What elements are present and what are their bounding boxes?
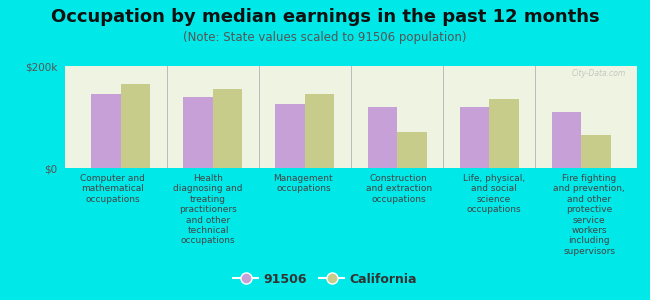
Text: Management
occupations: Management occupations	[274, 174, 333, 194]
Text: City-Data.com: City-Data.com	[571, 69, 625, 78]
Text: Health
diagnosing and
treating
practitioners
and other
technical
occupations: Health diagnosing and treating practitio…	[174, 174, 242, 245]
Bar	[183, 97, 213, 168]
Text: Life, physical,
and social
science
occupations: Life, physical, and social science occup…	[463, 174, 525, 214]
Bar	[213, 89, 242, 168]
Text: Occupation by median earnings in the past 12 months: Occupation by median earnings in the pas…	[51, 8, 599, 26]
Text: Construction
and extraction
occupations: Construction and extraction occupations	[365, 174, 432, 204]
Bar	[489, 99, 519, 168]
Bar	[305, 94, 334, 168]
Text: Fire fighting
and prevention,
and other
protective
service
workers
including
sup: Fire fighting and prevention, and other …	[553, 174, 625, 256]
Bar	[552, 112, 582, 168]
Bar	[368, 107, 397, 168]
Bar	[120, 84, 150, 168]
Bar	[276, 104, 305, 168]
Text: (Note: State values scaled to 91506 population): (Note: State values scaled to 91506 popu…	[183, 32, 467, 44]
Bar	[460, 107, 489, 168]
Bar	[91, 94, 120, 168]
Text: Computer and
mathematical
occupations: Computer and mathematical occupations	[80, 174, 145, 204]
Legend: 91506, California: 91506, California	[228, 268, 422, 291]
Bar	[397, 132, 426, 168]
Bar	[582, 135, 611, 168]
